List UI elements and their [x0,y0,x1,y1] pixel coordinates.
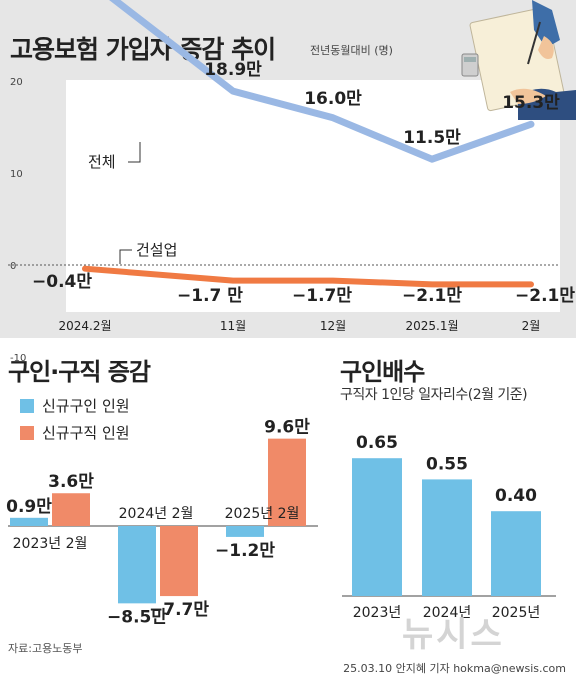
x-tick-label: 2025.1월 [405,319,458,333]
multiplier-category-label: 2023년 [353,605,402,621]
series-name-construction: 건설업 [136,241,177,259]
legend-label-job-seekers: 신규구직 인원 [42,424,130,442]
data-label-construction: −2.1만 [515,286,575,306]
x-tick-label: 2월 [522,319,541,333]
bar-value-label: −8.5만 [107,607,167,627]
data-label-total: 18.9만 [204,60,262,80]
leader-line-construction [119,249,132,264]
bar-value-label: 3.6만 [48,472,94,492]
bar-value-label: 9.6만 [264,418,310,438]
series-name-total: 전체 [88,153,116,171]
newsis-watermark: 뉴시스 [402,615,505,655]
series-line-total [109,0,535,163]
data-label-total: 15.3만 [502,93,560,113]
x-tick-label: 2024.2월 [58,319,111,333]
series-line-construction [82,265,534,288]
bar-job-seekers [52,493,90,526]
bar-job-offers [118,526,156,604]
credit-line: 25.03.10 안지혜 기자 hokma@newsis.com [343,662,566,675]
legend-job-seekers: 신규구직 인원 [20,422,130,443]
bar-category-label: 2024년 2월 [119,506,194,522]
line-chart-unit-note: 전년동월대비 (명) [310,44,393,57]
multiplier-category-label: 2024년 [423,605,472,621]
leader-line-total [128,142,141,163]
bar-multiplier [491,511,541,596]
bar-value-label: −1.2만 [215,541,275,561]
bar-multiplier [422,479,472,596]
job-change-title: 구인·구직 증감 [8,358,151,386]
hands-document-icon [461,0,576,120]
bar-job-offers [10,517,48,526]
legend-job-offers: 신규구인 인원 [20,395,130,416]
bar-category-label: 2025년 2월 [225,506,300,522]
multiplier-title: 구인배수 [340,358,425,386]
multiplier-value-label: 0.40 [495,486,537,506]
data-label-total: 16.0만 [304,89,362,109]
legend-swatch-job-seekers [20,426,34,440]
bar-job-offers [226,526,264,537]
bar-value-label: −7.7만 [149,600,209,620]
bar-job-seekers [160,526,198,597]
y-tick-label: 20 [10,77,23,88]
y-tick-label: -10 [10,353,26,364]
bar-value-label: 0.9만 [6,497,52,517]
x-tick-label: 12월 [320,319,346,333]
data-label-total: 11.5만 [403,128,461,148]
line-chart-title: 고용보험 가입자 증감 추이 [10,35,276,64]
x-tick-label: 11월 [220,319,246,333]
bar-category-label: 2023년 2월 [13,536,88,552]
y-tick-label: 10 [10,169,23,180]
data-label-construction: −2.1만 [402,286,462,306]
y-tick-label: 0 [10,261,16,272]
data-label-construction: −0.4만 [32,272,92,292]
multiplier-subtitle: 구직자 1인당 일자리수(2월 기준) [340,387,528,403]
multiplier-category-label: 2025년 [492,605,541,621]
source-note: 자료:고용노동부 [8,642,83,655]
line-chart: 40(만)3020100-102024.2월11월12월2025.1월2월31.… [8,0,575,364]
multiplier-value-label: 0.65 [356,433,398,453]
bar-job-seekers [268,438,306,526]
multiplier-value-label: 0.55 [426,454,468,474]
bar-multiplier [352,458,402,596]
legend-label-job-offers: 신규구인 인원 [42,397,130,415]
data-label-construction: −1.7만 [292,286,352,306]
legend-swatch-job-offers [20,399,34,413]
data-label-construction: −1.7 만 [177,286,243,306]
